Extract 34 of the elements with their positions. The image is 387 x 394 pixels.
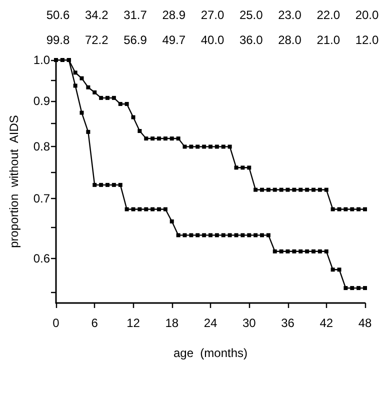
text: 36.0 bbox=[239, 33, 264, 47]
text: 31.7 bbox=[124, 8, 148, 22]
text: 25.0 bbox=[239, 8, 264, 22]
text: 28.9 bbox=[162, 8, 186, 22]
x-tick-label: 0 bbox=[52, 316, 60, 330]
text: 72.2 bbox=[84, 33, 109, 47]
text: 50.6 bbox=[46, 8, 70, 22]
text: 34.2 bbox=[84, 8, 109, 22]
text: 23.0 bbox=[278, 8, 302, 22]
y-tick-label: 0.7 bbox=[33, 192, 50, 206]
y-tick-label: 0.9 bbox=[33, 94, 50, 108]
x-axis-title: age (months) bbox=[173, 346, 248, 360]
text: 0.6 bbox=[33, 251, 50, 266]
text: 22.0 bbox=[316, 8, 340, 22]
x-tick-label: 24 bbox=[204, 316, 218, 330]
x-tick-label: 18 bbox=[165, 316, 179, 330]
text: 12.0 bbox=[355, 33, 379, 47]
x-tick-label: 48 bbox=[358, 316, 372, 330]
text: 99.8 bbox=[46, 33, 70, 47]
text: 27.0 bbox=[200, 8, 224, 22]
x-tick-label: 12 bbox=[126, 316, 140, 330]
x-tick-label: 6 bbox=[91, 316, 98, 330]
x-tick-label: 30 bbox=[242, 316, 256, 330]
y-axis-title: proportion without AIDS bbox=[7, 115, 21, 248]
text: 56.9 bbox=[124, 33, 148, 47]
y-tick-label: 0.8 bbox=[33, 140, 50, 154]
x-tick-label: 42 bbox=[320, 316, 334, 330]
y-tick-label: 1.0 bbox=[33, 53, 50, 67]
text: 20.0 bbox=[355, 8, 379, 22]
text: 49.7 bbox=[162, 33, 186, 47]
text: 40.0 bbox=[200, 33, 224, 47]
x-tick-label: 36 bbox=[281, 316, 295, 330]
text: 28.0 bbox=[278, 33, 302, 47]
text: 21.0 bbox=[316, 33, 340, 47]
